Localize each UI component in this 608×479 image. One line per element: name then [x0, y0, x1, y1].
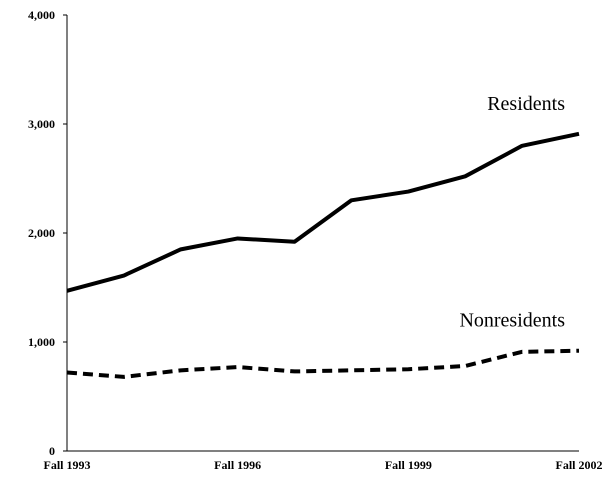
x-tick-label: Fall 1999 [385, 458, 432, 472]
y-tick-label: 1,000 [28, 335, 55, 349]
y-tick-label: 4,000 [28, 8, 55, 22]
y-tick-label: 0 [49, 444, 55, 458]
x-tick-label: Fall 2002 [556, 458, 603, 472]
x-tick-label: Fall 1996 [214, 458, 261, 472]
series-label: Nonresidents [459, 310, 565, 332]
line [66, 348, 580, 379]
line [66, 131, 580, 293]
y-tick-label: 2,000 [28, 226, 55, 240]
x-tick-label: Fall 1993 [44, 458, 91, 472]
series-label: Residents [487, 93, 565, 115]
y-tick-label: 3,000 [28, 117, 55, 131]
